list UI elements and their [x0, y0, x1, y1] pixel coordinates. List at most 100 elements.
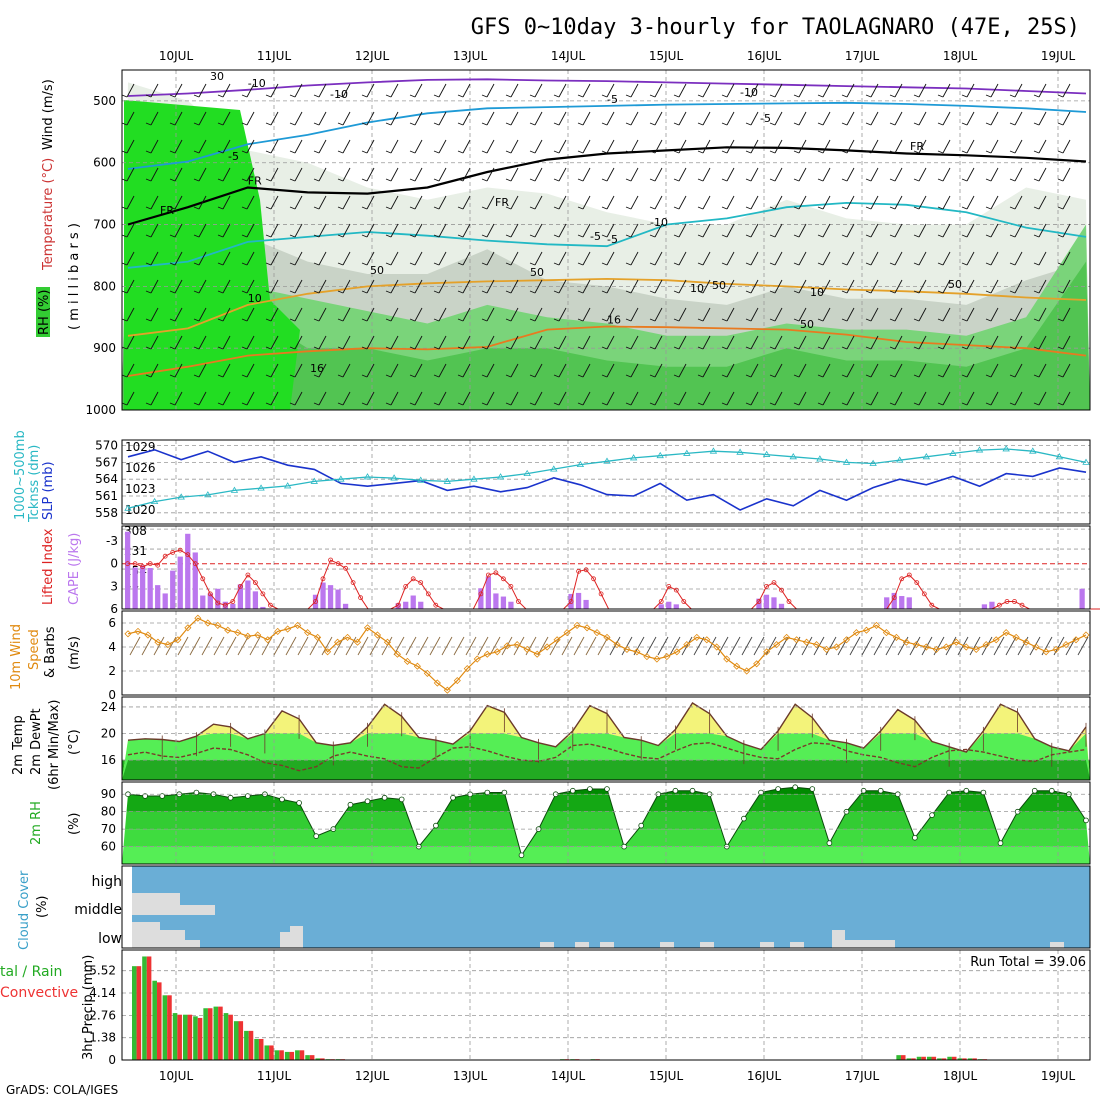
- wind-barb: [174, 307, 183, 322]
- wind-barb-flag: [481, 402, 488, 406]
- wind-barb-flag: [673, 318, 680, 322]
- wind-barb: [966, 111, 975, 126]
- wind-barb: [750, 195, 759, 210]
- wind-barb: [270, 167, 279, 182]
- wind-barb: [846, 279, 855, 294]
- rh-point-28: [604, 786, 610, 792]
- wind-barb-flag: [241, 150, 248, 154]
- rh-point-48: [946, 789, 952, 796]
- thickness-marker-17: [576, 460, 585, 468]
- thickness-marker-18: [603, 457, 611, 464]
- li-line: [127, 549, 1100, 610]
- wind-barb: [1038, 195, 1047, 210]
- rh-point-30: [638, 822, 644, 829]
- wind-barb-flag: [745, 290, 752, 294]
- precip-conv-bar-5: [187, 1014, 193, 1060]
- surface-barb-58: [825, 636, 837, 656]
- wind-barb: [126, 251, 135, 266]
- wind-barb: [630, 307, 639, 322]
- thickness-marker-29: [896, 456, 904, 463]
- cape-bar-85: [763, 594, 770, 609]
- wind-barb-flag: [241, 402, 248, 406]
- wind-barb-flag: [937, 150, 944, 154]
- wind-barb-flag: [889, 262, 896, 266]
- wind-speed-point-66: [783, 633, 791, 641]
- precip-total-bar-6: [193, 1016, 198, 1060]
- wind-barb: [654, 307, 663, 322]
- wind-barb: [222, 307, 231, 322]
- wind-barb-flag: [457, 234, 464, 238]
- wind-barb-flag: [361, 374, 368, 378]
- thickness-marker-10: [390, 474, 398, 481]
- wind-barb-flag: [169, 262, 176, 266]
- li-point-48: [485, 572, 491, 578]
- minmax-label: (6hr Min/Max): [47, 700, 62, 790]
- wind-barb: [1014, 139, 1023, 154]
- isotherm-1: [127, 101, 1087, 170]
- wind-barb-flag: [121, 318, 128, 322]
- wind-barb: [558, 335, 567, 350]
- wind-barb-flag: [481, 374, 488, 378]
- surface-barb-8: [225, 636, 237, 656]
- wind-barb-flag: [121, 346, 128, 350]
- wind-barb: [798, 83, 807, 98]
- date-label-bottom-0: 10JUL: [159, 1069, 194, 1083]
- wind-barb-flag: [625, 346, 632, 350]
- wind-barb-flag: [289, 94, 296, 98]
- wind-barb: [582, 83, 591, 98]
- contour-label-17: -10: [650, 216, 668, 229]
- wind-barb-flag: [529, 94, 536, 98]
- wind-barb: [294, 111, 303, 126]
- wind-barb-flag: [313, 178, 320, 182]
- wind-barb: [534, 111, 543, 126]
- cloud-frame: [121, 865, 1091, 949]
- cape-bar-71: [658, 604, 664, 609]
- wind-speed-point-94: [1062, 641, 1070, 649]
- wind-barb-flag: [649, 122, 656, 126]
- wind-barb-flag: [721, 402, 728, 406]
- wind-barb: [534, 83, 543, 98]
- wind-speed-point-11: [234, 629, 242, 637]
- wind-barb: [630, 195, 639, 210]
- wind-barb: [390, 307, 399, 322]
- wind-barb-flag: [889, 178, 896, 182]
- wind-speed-point-88: [1002, 629, 1010, 637]
- wind-barb-flag: [241, 94, 248, 98]
- wind-speed-point-93: [1052, 645, 1060, 653]
- wind-speed-point-16: [284, 625, 292, 633]
- wind-barb-flag: [673, 262, 680, 266]
- precip-total-bar-7: [203, 1008, 208, 1060]
- li-point-74: [681, 599, 687, 604]
- wind-barb: [318, 391, 327, 406]
- wind-barb: [702, 223, 711, 238]
- wind-barb-flag: [865, 150, 872, 154]
- li-point-39: [418, 580, 424, 585]
- wind-barb-flag: [433, 318, 440, 322]
- temp-unit-label: (°C): [67, 729, 82, 755]
- wind-barb-flag: [553, 290, 560, 294]
- wind-barb: [246, 251, 255, 266]
- wind-barb: [726, 83, 735, 98]
- wind-barb: [942, 223, 951, 238]
- rh-point-41: [826, 840, 833, 846]
- precip-total-bar-0: [132, 966, 137, 1060]
- slp-ytick-3: 1029: [125, 440, 156, 454]
- wind-barb: [1038, 111, 1047, 126]
- wind-barb-flag: [625, 234, 632, 238]
- wind-barb-flag: [1009, 150, 1016, 154]
- wind-barb-flag: [193, 374, 200, 378]
- wind-barb-flag: [865, 262, 872, 266]
- precip-ytick-2: 2.76: [89, 1008, 116, 1022]
- wind-barb: [1038, 251, 1047, 266]
- wind-barb: [942, 251, 951, 266]
- precip-total-bar-9: [223, 1013, 229, 1060]
- wind-barb: [774, 363, 783, 378]
- contour-label-0: -10: [330, 88, 348, 101]
- wind-barb: [990, 335, 999, 350]
- wind-speed-point-20: [324, 648, 332, 656]
- wind-barb: [750, 167, 759, 182]
- cape-bar-11: [207, 593, 213, 609]
- contour-label-10: 16: [310, 362, 324, 375]
- rh-point-27: [587, 786, 593, 792]
- wind-barb-flag: [985, 374, 992, 378]
